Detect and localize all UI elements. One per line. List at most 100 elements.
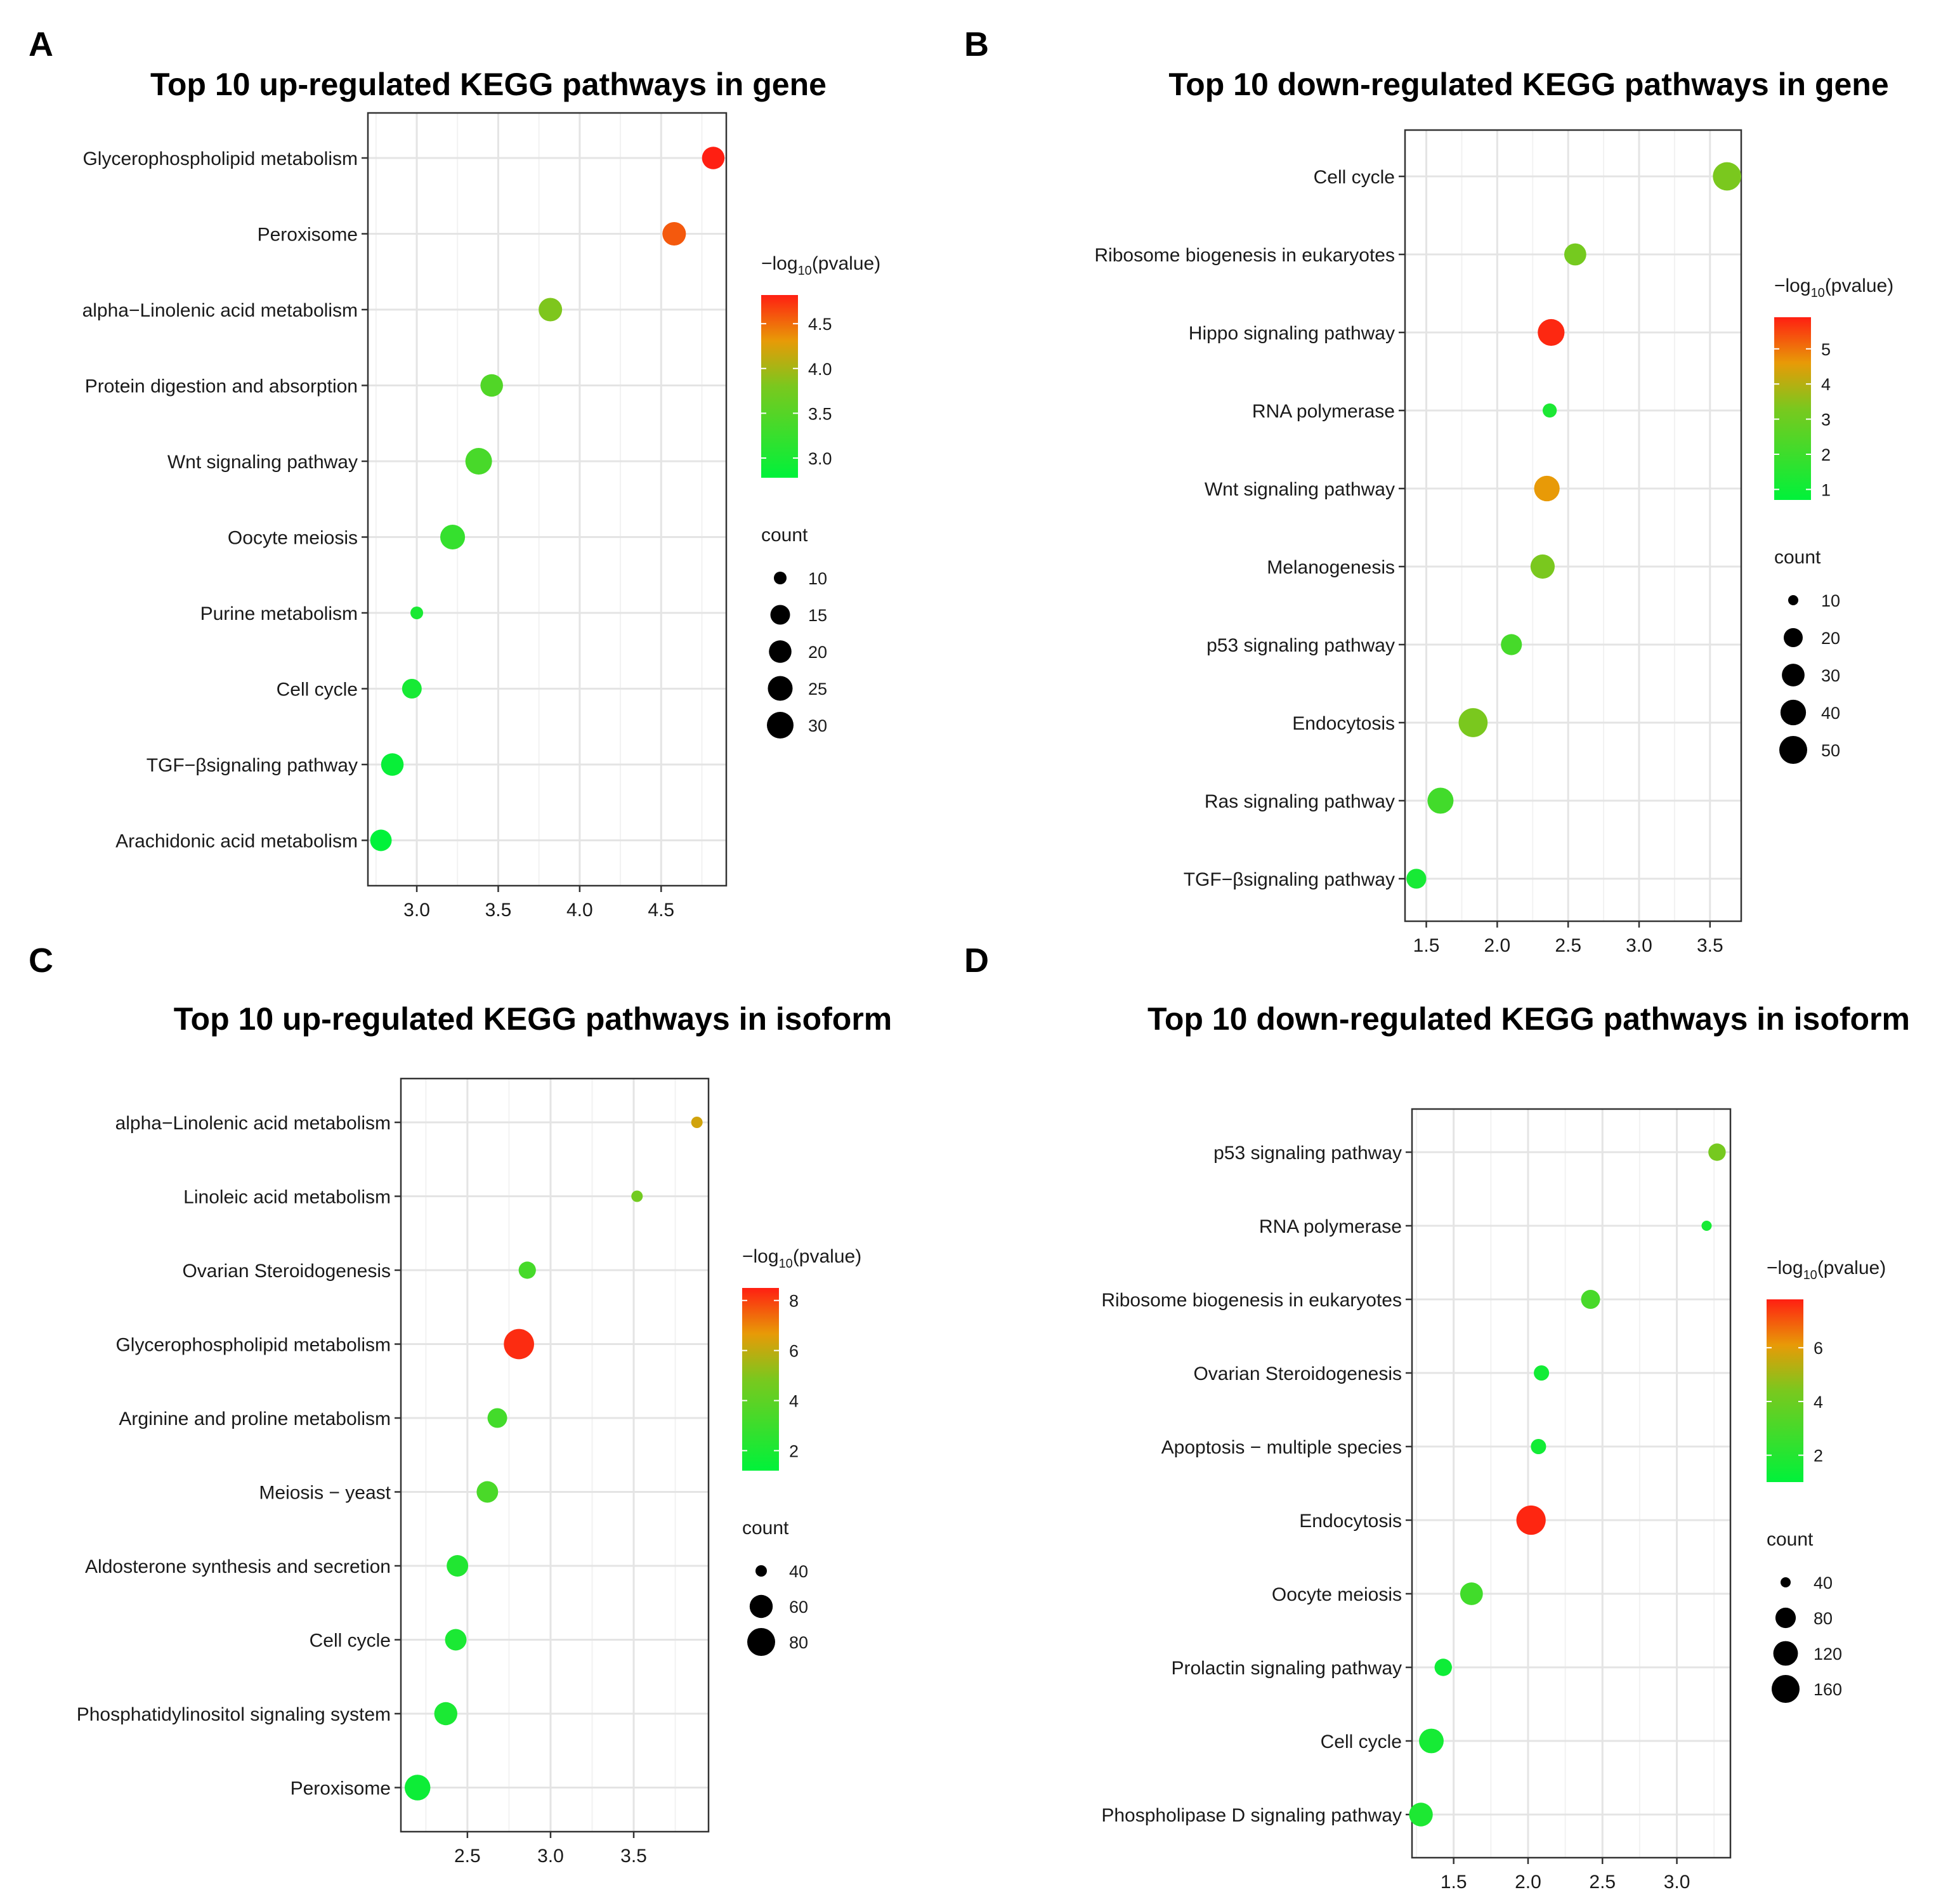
color-legend-label: 8 <box>789 1292 799 1311</box>
data-point <box>370 829 392 851</box>
size-legend-key <box>774 572 787 584</box>
data-point <box>539 298 563 322</box>
x-tick-label: 1.5 <box>1413 935 1440 956</box>
chart-title: Top 10 down-regulated KEGG pathways in g… <box>1168 67 1888 102</box>
size-legend-label: 160 <box>1814 1680 1842 1699</box>
size-legend-key <box>749 1594 773 1618</box>
size-legend-key <box>1773 1641 1798 1666</box>
data-point <box>480 374 503 397</box>
x-tick-label: 3.5 <box>1697 935 1723 956</box>
color-legend-label: 3 <box>1821 410 1831 430</box>
x-tick-label: 4.5 <box>648 900 674 921</box>
size-legend-title: count <box>742 1518 789 1539</box>
category-label: TGF−βsignaling pathway <box>1184 869 1395 890</box>
category-label: Purine metabolism <box>200 603 358 624</box>
color-legend-label: 3.0 <box>808 449 832 468</box>
color-bar <box>742 1288 779 1471</box>
color-legend-label: 2 <box>1821 445 1831 464</box>
size-legend-key <box>1780 699 1807 726</box>
color-bar <box>1774 317 1811 500</box>
data-point <box>1530 554 1555 579</box>
category-label: Oocyte meiosis <box>228 528 358 549</box>
size-legend-key <box>768 676 793 701</box>
x-tick-label: 2.0 <box>1484 935 1510 956</box>
size-legend-key <box>755 1565 767 1577</box>
category-label: Ovarian Steroidogenesis <box>1193 1363 1402 1384</box>
size-legend-label: 80 <box>1814 1609 1833 1628</box>
category-label: Meiosis − yeast <box>259 1483 391 1504</box>
category-label: Protein digestion and absorption <box>85 376 358 397</box>
size-legend-label: 40 <box>1821 704 1840 723</box>
color-legend-label: 3.5 <box>808 404 832 423</box>
data-point <box>691 1117 703 1128</box>
data-point <box>447 1555 469 1577</box>
data-point <box>381 753 404 776</box>
category-label: Peroxisome <box>258 225 358 246</box>
chart-title: Top 10 up-regulated KEGG pathways in gen… <box>150 67 827 102</box>
data-point <box>1458 708 1488 737</box>
category-label: alpha−Linolenic acid metabolism <box>82 300 358 321</box>
color-legend-label: 6 <box>1814 1339 1823 1358</box>
color-legend-title: −log10(pvalue) <box>1767 1257 1886 1282</box>
category-label: TGF−βsignaling pathway <box>147 755 358 776</box>
data-point <box>445 1629 467 1651</box>
category-label: Cell cycle <box>310 1631 391 1651</box>
data-point <box>702 147 725 169</box>
color-legend-label: 6 <box>789 1342 799 1361</box>
data-point <box>631 1190 643 1202</box>
size-legend-title: count <box>1774 547 1821 568</box>
size-legend-key <box>767 712 794 739</box>
panel-c: C Top 10 up-regulated KEGG pathways in is… <box>29 942 892 1867</box>
x-tick-label: 3.0 <box>537 1846 564 1867</box>
category-label: Oocyte meiosis <box>1272 1584 1402 1605</box>
panel-letter: A <box>29 25 53 63</box>
size-legend-label: 80 <box>789 1633 808 1652</box>
x-tick-label: 2.5 <box>1589 1872 1616 1893</box>
color-legend-label: 5 <box>1821 340 1831 359</box>
data-point <box>1564 243 1586 266</box>
category-label: Melanogenesis <box>1267 557 1395 578</box>
data-point <box>410 607 424 619</box>
size-legend-key <box>1784 628 1803 647</box>
x-tick-label: 3.5 <box>485 900 512 921</box>
size-legend-title: count <box>761 525 808 546</box>
category-label: RNA polymerase <box>1252 401 1395 422</box>
x-tick-label: 3.5 <box>620 1846 647 1867</box>
category-label: Linoleic acid metabolism <box>183 1187 391 1208</box>
data-point <box>1534 1365 1550 1381</box>
data-point <box>434 1702 457 1726</box>
data-point <box>1701 1221 1712 1231</box>
x-tick-label: 3.0 <box>1664 1872 1690 1893</box>
category-label: Phospholipase D signaling pathway <box>1101 1805 1402 1826</box>
x-tick-label: 2.0 <box>1515 1872 1541 1893</box>
data-point <box>1708 1143 1726 1161</box>
size-legend-key <box>1781 1577 1791 1587</box>
chart-title: Top 10 down-regulated KEGG pathways in i… <box>1147 1001 1910 1037</box>
color-legend-label: 4 <box>789 1392 799 1411</box>
data-point <box>1531 1438 1546 1455</box>
color-legend-title: −log10(pvalue) <box>1774 275 1893 300</box>
plot-border <box>1411 1108 1732 1859</box>
category-label: Endocytosis <box>1299 1511 1402 1532</box>
panel-d: D Top 10 down-regulated KEGG pathways in … <box>964 942 1910 1893</box>
x-tick-label: 3.0 <box>1626 935 1652 956</box>
data-point <box>1460 1582 1483 1605</box>
category-label: Prolactin signaling pathway <box>1171 1658 1402 1679</box>
plot-border <box>367 112 728 887</box>
data-point <box>402 679 422 699</box>
category-label: Ovarian Steroidogenesis <box>182 1261 391 1282</box>
size-legend-label: 20 <box>808 643 827 662</box>
data-point <box>1534 475 1560 502</box>
color-legend-label: 1 <box>1821 480 1831 499</box>
category-label: Glycerophospholipid metabolism <box>115 1335 391 1356</box>
color-legend-label: 4.0 <box>808 360 832 379</box>
plot-border <box>400 1077 710 1833</box>
size-legend-label: 30 <box>1821 666 1840 685</box>
x-tick-label: 1.5 <box>1441 1872 1467 1893</box>
data-point <box>1538 318 1565 346</box>
data-point <box>504 1329 534 1360</box>
color-legend-label: 4.5 <box>808 315 832 334</box>
size-legend-label: 40 <box>1814 1573 1833 1592</box>
category-label: Ribosome biogenesis in eukaryotes <box>1101 1290 1402 1311</box>
